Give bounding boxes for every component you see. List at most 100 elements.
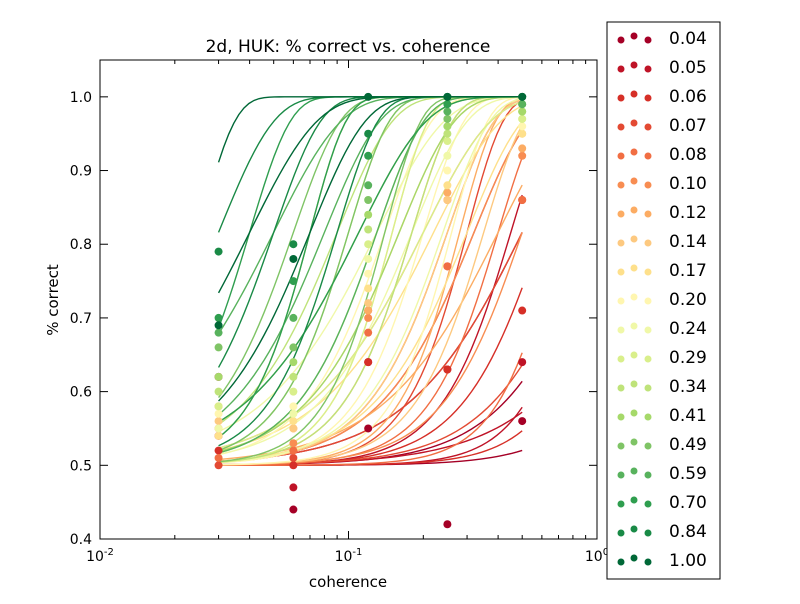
legend-entry: 0.84 bbox=[617, 522, 707, 542]
legend-marker bbox=[630, 235, 638, 243]
data-point bbox=[289, 505, 298, 514]
legend-marker bbox=[630, 409, 638, 417]
data-point bbox=[518, 196, 527, 205]
data-point bbox=[214, 247, 223, 256]
data-point bbox=[289, 358, 298, 367]
data-point bbox=[364, 254, 373, 263]
legend-marker bbox=[644, 500, 652, 508]
legend-label: 0.29 bbox=[669, 348, 707, 368]
data-point bbox=[443, 151, 452, 160]
data-point bbox=[364, 313, 373, 322]
data-point bbox=[518, 114, 527, 123]
legend-marker bbox=[617, 36, 625, 44]
data-point bbox=[443, 365, 452, 374]
legend-entry: 0.10 bbox=[617, 174, 707, 194]
legend-marker bbox=[644, 297, 652, 305]
data-point bbox=[289, 446, 298, 455]
fit-curve bbox=[218, 96, 523, 455]
data-point bbox=[214, 431, 223, 440]
legend-marker bbox=[644, 36, 652, 44]
legend-marker bbox=[617, 210, 625, 218]
legend-entry: 0.12 bbox=[617, 203, 707, 223]
legend-marker bbox=[630, 90, 638, 98]
legend-marker bbox=[644, 558, 652, 566]
legend-marker bbox=[630, 206, 638, 214]
data-point bbox=[364, 151, 373, 160]
data-point bbox=[518, 306, 527, 315]
fit-curve bbox=[218, 97, 523, 463]
legend-marker bbox=[617, 558, 625, 566]
legend-entry: 0.17 bbox=[617, 261, 707, 281]
data-point bbox=[289, 240, 298, 249]
data-point bbox=[443, 129, 452, 138]
legend-entry: 0.41 bbox=[617, 406, 707, 426]
legend-marker bbox=[644, 152, 652, 160]
legend-label: 0.08 bbox=[669, 145, 707, 165]
data-point bbox=[289, 409, 298, 418]
legend-label: 0.10 bbox=[669, 174, 707, 194]
data-point bbox=[364, 269, 373, 278]
data-point bbox=[364, 306, 373, 315]
data-point bbox=[289, 439, 298, 448]
legend-marker bbox=[630, 119, 638, 127]
data-point bbox=[443, 137, 452, 146]
data-point bbox=[214, 461, 223, 470]
data-point bbox=[214, 328, 223, 337]
legend-marker bbox=[630, 380, 638, 388]
legend-marker bbox=[617, 239, 625, 247]
legend-entry: 0.49 bbox=[617, 435, 707, 455]
legend-marker bbox=[630, 177, 638, 185]
legend-marker bbox=[644, 268, 652, 276]
legend-marker bbox=[617, 181, 625, 189]
legend-marker bbox=[630, 148, 638, 156]
data-point bbox=[289, 453, 298, 462]
legend-label: 0.12 bbox=[669, 203, 707, 223]
data-point bbox=[289, 254, 298, 263]
fit-curve bbox=[218, 96, 523, 463]
data-point bbox=[214, 453, 223, 462]
legend-marker bbox=[644, 529, 652, 537]
data-point bbox=[443, 188, 452, 197]
data-point bbox=[518, 417, 527, 426]
data-point bbox=[518, 358, 527, 367]
data-point bbox=[443, 166, 452, 175]
fit-curve bbox=[218, 96, 523, 423]
data-point bbox=[518, 129, 527, 138]
legend-label: 0.04 bbox=[669, 29, 707, 49]
legend-entry: 0.04 bbox=[617, 29, 707, 49]
legend-entry: 0.14 bbox=[617, 232, 707, 252]
data-point bbox=[364, 181, 373, 190]
data-point bbox=[289, 277, 298, 286]
data-point bbox=[214, 313, 223, 322]
x-axis-ticks: 10-2 10-1 100 bbox=[86, 60, 609, 565]
legend-marker bbox=[617, 355, 625, 363]
legend-marker bbox=[630, 554, 638, 562]
legend-marker bbox=[617, 500, 625, 508]
data-point bbox=[443, 122, 452, 131]
x-tick-label: 10-1 bbox=[335, 547, 363, 565]
legend-marker bbox=[644, 355, 652, 363]
legend-label: 0.34 bbox=[669, 377, 707, 397]
y-tick-label: 0.4 bbox=[70, 532, 92, 548]
legend-label: 0.41 bbox=[669, 406, 707, 426]
data-point bbox=[364, 328, 373, 337]
legend-label: 0.07 bbox=[669, 116, 707, 136]
data-point bbox=[443, 196, 452, 205]
legend-marker bbox=[644, 65, 652, 73]
legend-marker bbox=[617, 384, 625, 392]
data-point bbox=[214, 387, 223, 396]
legend-marker bbox=[630, 496, 638, 504]
x-tick-label: 10-2 bbox=[86, 547, 114, 565]
legend-label: 0.20 bbox=[669, 290, 707, 310]
data-point bbox=[364, 240, 373, 249]
data-point bbox=[443, 520, 452, 529]
data-point bbox=[518, 100, 527, 109]
x-axis-label: coherence bbox=[309, 573, 387, 591]
data-points bbox=[214, 92, 527, 529]
legend-frame bbox=[606, 21, 721, 580]
y-tick-label: 1.0 bbox=[70, 90, 92, 106]
legend-marker bbox=[617, 471, 625, 479]
legend-marker bbox=[644, 123, 652, 131]
data-point bbox=[518, 92, 527, 101]
